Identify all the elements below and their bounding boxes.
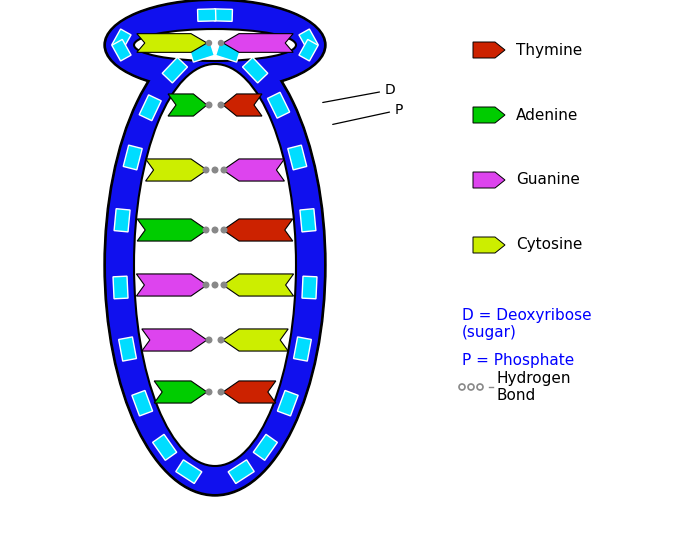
Circle shape [221, 167, 227, 173]
Ellipse shape [106, 1, 324, 89]
Circle shape [203, 227, 209, 233]
Polygon shape [146, 159, 207, 181]
Bar [216, 42, 241, 62]
Bar [197, 9, 216, 22]
Circle shape [218, 337, 224, 343]
FancyArrow shape [473, 237, 505, 253]
Bar [302, 276, 317, 299]
Polygon shape [137, 219, 207, 241]
Ellipse shape [106, 36, 324, 494]
Bar [277, 390, 298, 416]
Bar [300, 208, 316, 232]
Bar [242, 57, 268, 83]
Circle shape [206, 40, 211, 45]
Polygon shape [154, 381, 207, 403]
Bar [189, 42, 214, 62]
Polygon shape [223, 159, 284, 181]
Polygon shape [223, 274, 293, 296]
Circle shape [212, 282, 218, 288]
Text: P: P [332, 103, 403, 124]
Bar [112, 29, 131, 51]
Circle shape [206, 389, 212, 395]
Bar [299, 39, 318, 61]
Polygon shape [223, 219, 293, 241]
Polygon shape [136, 274, 207, 296]
Circle shape [221, 282, 227, 288]
Bar [288, 145, 307, 170]
Bar [214, 9, 232, 22]
Bar [132, 390, 153, 416]
Circle shape [218, 40, 223, 45]
Circle shape [218, 389, 224, 395]
Ellipse shape [134, 29, 296, 61]
Bar [114, 208, 130, 232]
Ellipse shape [134, 64, 296, 466]
FancyArrow shape [473, 107, 505, 123]
Ellipse shape [104, 34, 326, 496]
FancyArrow shape [473, 172, 505, 188]
Text: Guanine: Guanine [516, 172, 580, 187]
Circle shape [203, 282, 209, 288]
Bar [228, 460, 254, 483]
Circle shape [221, 227, 227, 233]
Circle shape [203, 167, 209, 173]
Bar [162, 57, 188, 83]
Bar [253, 434, 277, 461]
Polygon shape [142, 329, 207, 351]
Bar [293, 337, 312, 361]
Circle shape [206, 102, 212, 108]
Text: Cytosine: Cytosine [516, 238, 582, 253]
Bar [153, 434, 176, 461]
Bar [112, 39, 131, 61]
Text: D: D [323, 83, 395, 103]
Bar [299, 29, 318, 51]
Circle shape [206, 337, 212, 343]
Circle shape [218, 102, 224, 108]
Bar [139, 95, 161, 121]
Polygon shape [136, 33, 207, 52]
Text: Hydrogen
Bond: Hydrogen Bond [496, 371, 570, 403]
Text: P = Phosphate: P = Phosphate [462, 353, 574, 368]
Ellipse shape [104, 0, 326, 91]
Polygon shape [223, 33, 293, 52]
Polygon shape [223, 94, 262, 116]
Polygon shape [223, 329, 288, 351]
FancyArrow shape [473, 42, 505, 58]
Text: D = Deoxyribose
(sugar): D = Deoxyribose (sugar) [462, 308, 592, 340]
Bar [267, 92, 290, 118]
Bar [176, 460, 202, 483]
Polygon shape [168, 94, 207, 116]
Bar [118, 337, 136, 361]
Circle shape [212, 227, 218, 233]
Polygon shape [223, 381, 276, 403]
Bar [123, 145, 142, 170]
Bar [113, 276, 128, 299]
Text: Adenine: Adenine [516, 107, 578, 123]
Circle shape [212, 167, 218, 173]
Text: Thymine: Thymine [516, 43, 582, 57]
